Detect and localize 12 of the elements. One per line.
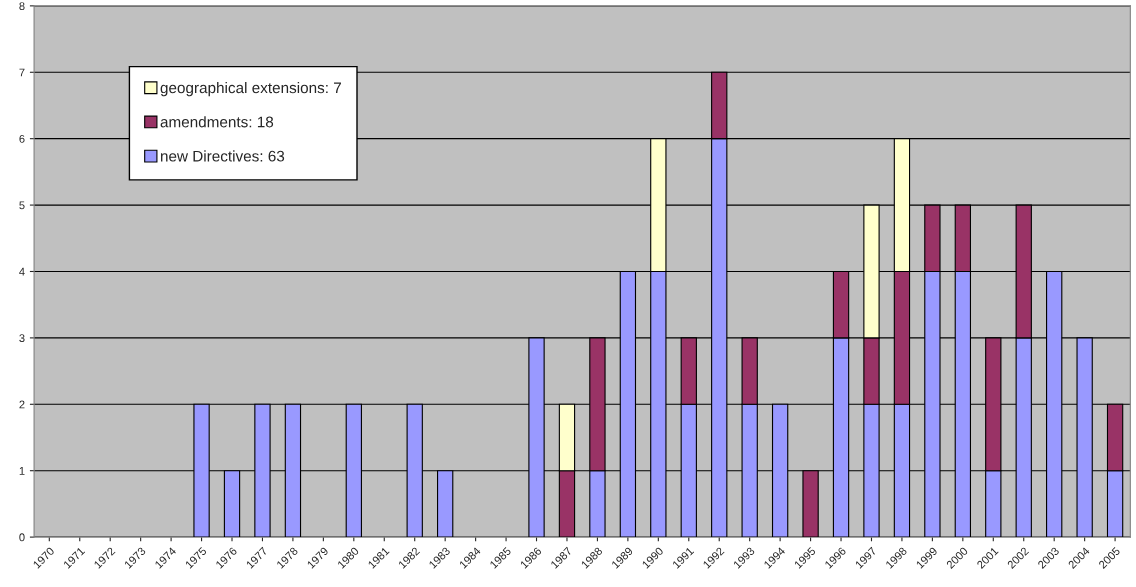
legend-label: amendments: 18 <box>160 116 274 128</box>
y-tick-label: 6 <box>19 134 25 143</box>
legend-label: new Directives: 63 <box>160 150 285 162</box>
y-tick-label: 4 <box>19 267 25 276</box>
y-tick-label: 0 <box>19 533 25 542</box>
legend-label: geographical extensions: 7 <box>160 81 341 97</box>
y-tick-label: 1 <box>19 467 25 475</box>
y-tick-label: 8 <box>19 2 25 11</box>
y-tick-label: 3 <box>19 334 25 343</box>
y-tick-label: 5 <box>19 201 25 210</box>
y-tick-label: 2 <box>19 400 25 409</box>
y-tick-label: 7 <box>19 68 25 77</box>
